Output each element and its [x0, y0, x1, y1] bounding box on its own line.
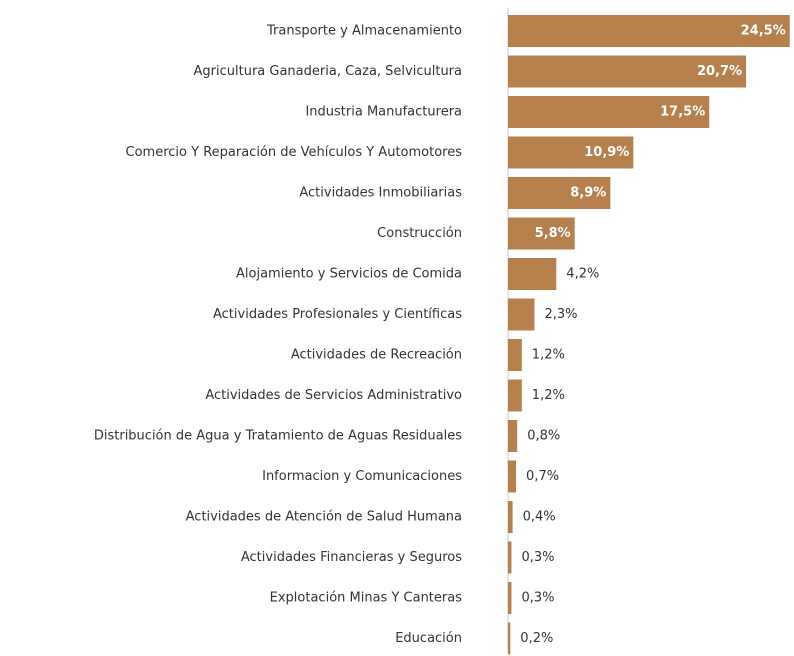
- bar: [508, 541, 512, 574]
- bar: [508, 460, 517, 493]
- category-label: Actividades Financieras y Seguros: [241, 550, 462, 565]
- category-label: Explotación Minas Y Canteras: [270, 591, 463, 606]
- category-label: Actividades de Atención de Salud Humana: [186, 510, 462, 525]
- category-label: Agricultura Ganaderia, Caza, Selvicultur…: [194, 64, 462, 79]
- category-label: Distribución de Agua y Tratamiento de Ag…: [94, 429, 462, 444]
- value-label: 4,2%: [566, 267, 599, 282]
- value-label: 1,2%: [532, 388, 565, 403]
- bar: [508, 136, 634, 169]
- category-label: Informacion y Comunicaciones: [262, 469, 462, 484]
- category-label: Actividades Inmobiliarias: [299, 186, 462, 201]
- bar: [508, 379, 522, 412]
- value-label: 2,3%: [544, 307, 577, 322]
- category-label: Actividades de Recreación: [291, 348, 462, 363]
- bar: [508, 258, 557, 290]
- bar: [508, 298, 535, 331]
- category-label: Actividades Profesionales y Científicas: [213, 307, 462, 322]
- value-label: 0,3%: [521, 591, 554, 606]
- value-label: 0,2%: [520, 631, 553, 646]
- value-label: 8,9%: [570, 186, 606, 201]
- bar: [508, 55, 747, 88]
- category-label: Industria Manufacturera: [305, 105, 462, 120]
- value-label: 0,8%: [527, 429, 560, 444]
- category-label: Educación: [395, 631, 462, 646]
- value-label: 24,5%: [741, 24, 786, 39]
- category-label: Transporte y Almacenamiento: [266, 24, 462, 39]
- bar: [508, 15, 790, 47]
- value-label: 5,8%: [535, 226, 571, 241]
- category-label: Actividades de Servicios Administrativo: [205, 388, 462, 403]
- value-label: 0,3%: [521, 550, 554, 565]
- value-label: 0,4%: [523, 510, 556, 525]
- value-label: 10,9%: [584, 145, 629, 160]
- bar: [508, 217, 575, 250]
- bar: [508, 420, 518, 452]
- bar: [508, 96, 710, 128]
- value-label: 1,2%: [532, 348, 565, 363]
- value-label: 20,7%: [697, 64, 742, 79]
- bar: [508, 501, 513, 533]
- bar: [508, 339, 522, 371]
- category-label: Construcción: [377, 226, 462, 241]
- value-label: 0,7%: [526, 469, 559, 484]
- bar: [508, 177, 611, 209]
- category-label: Comercio Y Reparación de Vehículos Y Aut…: [126, 145, 463, 160]
- bar: [508, 582, 512, 614]
- bar: [508, 622, 511, 655]
- value-label: 17,5%: [660, 105, 705, 120]
- category-label: Alojamiento y Servicios de Comida: [236, 267, 462, 282]
